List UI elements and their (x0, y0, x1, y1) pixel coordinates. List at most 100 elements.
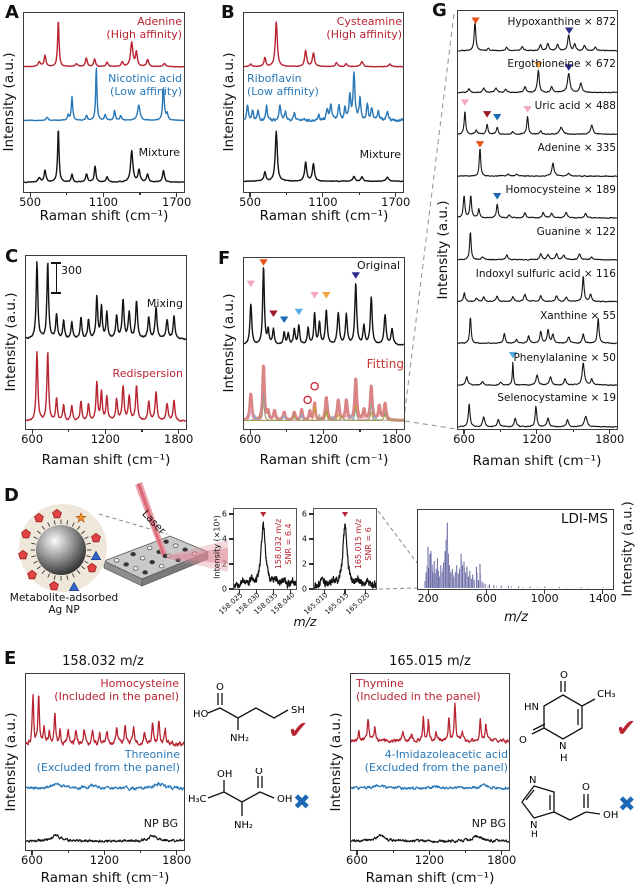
spectrum-trace (244, 364, 404, 423)
x-tick-label: 1700 (162, 195, 192, 209)
atom-label: O (216, 682, 224, 693)
legend-adenine: Adenine (High affinity) (106, 15, 182, 42)
y-tick-label: 4 (221, 534, 227, 544)
np-caption-line1: Metabolite-adsorbed (9, 592, 119, 604)
axis-x-label: Raman shift (cm⁻¹) (41, 452, 171, 468)
legend-cysteamine: Cysteamine (High affinity) (326, 15, 402, 42)
x-tick-minor (285, 192, 288, 195)
x-tick (103, 850, 105, 855)
axis-y-label: Intensity (a.u.) (620, 501, 636, 597)
peak-marker-icon (471, 17, 480, 24)
x-tick-label: 500 (19, 195, 42, 209)
ms-165-annotation: 165.015 m/z SNR = 6 (354, 518, 373, 570)
x-tick-label: 1800 (487, 853, 517, 867)
x-tick-minor (286, 429, 288, 432)
atom-label: O (255, 768, 263, 777)
peak-marker-icon (482, 111, 492, 118)
x-tick-minor (139, 850, 142, 853)
atom-label: O (582, 782, 590, 793)
spectrum-trace (26, 261, 186, 341)
legend-nicotinic-acid: Nicotinic acid (Low affinity) (108, 72, 182, 99)
scale-bar-cap (51, 292, 61, 294)
x-tick-label: 1200 (308, 432, 339, 446)
x-tick-label: 1200 (522, 432, 552, 446)
check-icon: ✔ (616, 714, 637, 742)
panel-label-a: A (5, 2, 19, 23)
chart-canvas-panel-F (244, 259, 404, 423)
x-tick (463, 429, 465, 434)
legend-imidazoleacetic: 4-Imidazoleacetic acid (Excluded from the… (364, 748, 508, 775)
x-tick-label: 600 (21, 853, 43, 867)
chart-canvas-ms-165 (314, 512, 376, 589)
y-tick-label: 4 (301, 534, 307, 544)
x-tick (249, 192, 251, 197)
ms-158-plot: 158.025 158.030 158.035 158.040 0 2 4 6 (218, 508, 297, 616)
legend-fitting: Fitting (366, 357, 404, 371)
peak-marker-icon (259, 259, 268, 266)
peak-marker-icon (279, 316, 289, 323)
spectrum-trace (458, 403, 617, 428)
chart-canvas-panel-E-158 (26, 693, 184, 843)
panel-label-d: D (4, 485, 19, 506)
ms-165-plot: 165.010 165.015 165.020 0 2 4 6 (302, 508, 377, 616)
x-tick (102, 192, 104, 197)
x-tick-minor (464, 850, 467, 853)
y-tick (309, 588, 314, 590)
ms-zoom-connector (378, 587, 418, 590)
g-row-label: Xanthine × 55 (540, 310, 616, 322)
legend-original: Original (356, 259, 400, 272)
peak-marker-icon (342, 512, 348, 517)
e-left-title: 158.032 m/z (62, 654, 144, 669)
legend-np-bg: NP BG (143, 817, 178, 830)
x-tick (290, 589, 292, 594)
legend-mixing: Mixing (146, 297, 183, 310)
ms-158-annotation: 158.032 m/z SNR = 6.4 (274, 518, 293, 570)
panel-label-e: E (4, 648, 17, 669)
axis-y-label: Intensity (a.u.) (221, 293, 237, 393)
atom-label: H (560, 753, 568, 764)
spectrum-trace (458, 275, 617, 303)
panel-label-f: F (218, 248, 231, 269)
g-row-label: Guanine × 122 (536, 226, 616, 238)
laser-spot (162, 553, 168, 559)
x-tick-label: 1200 (414, 853, 445, 867)
spectrum-trace (351, 834, 509, 844)
x-tick-minor (499, 429, 502, 432)
chart-canvas-ms-158 (234, 512, 296, 589)
x-tick (322, 192, 324, 197)
spectrum-trace (458, 111, 617, 136)
ldi-ms-title: LDI-MS (561, 511, 608, 527)
axis-x-label: Raman shift (cm⁻¹) (259, 452, 389, 468)
panel-e-left-plot: 600 1200 1800 (21, 673, 191, 867)
x-tick (176, 850, 178, 855)
peak-marker-icon (294, 308, 304, 316)
peak-marker-icon (310, 292, 319, 299)
spectrum-trace (26, 833, 184, 843)
y-tick (309, 563, 314, 565)
atom-label: HN (524, 702, 539, 713)
spectrum-trace (234, 521, 296, 589)
x-tick-label: 1100 (308, 195, 338, 209)
x-tick-label: 600 (346, 853, 368, 867)
legend-homocysteine: Homocysteine (Included in the panel) (54, 677, 179, 704)
spectrum-trace (458, 22, 617, 52)
atom-label: N (529, 775, 536, 786)
atom-label: H₃C (188, 794, 207, 805)
atom-label: SH (291, 705, 305, 716)
spectrum-trace (351, 702, 509, 744)
x-tick (178, 429, 180, 434)
axis-x-label: Raman shift (cm⁻¹) (39, 208, 169, 224)
y-tick (229, 513, 234, 515)
spectrum-trace (458, 69, 617, 94)
atom-label: H (531, 830, 538, 838)
homocysteine-structure: HO O SH NH₂ (193, 682, 305, 744)
atom-label: HO (193, 709, 209, 720)
x-tick (255, 589, 257, 594)
g-row-label: Selenocystamine × 19 (497, 392, 616, 404)
peak-marker-icon (351, 272, 360, 279)
fit-residual-circle (303, 395, 312, 405)
spectrum-trace (458, 317, 617, 345)
chart-canvas-panel-B (244, 21, 403, 183)
x-tick (609, 429, 611, 434)
